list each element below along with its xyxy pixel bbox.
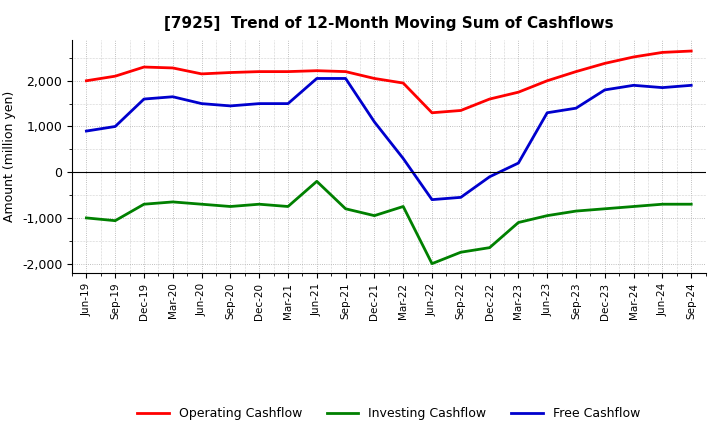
Operating Cashflow (399, 81, 408, 86)
Operating Cashflow (687, 48, 696, 54)
Free Cashflow (428, 197, 436, 202)
Operating Cashflow (255, 69, 264, 74)
Free Cashflow (687, 83, 696, 88)
Line: Operating Cashflow: Operating Cashflow (86, 51, 691, 113)
Operating Cashflow (543, 78, 552, 84)
Free Cashflow (658, 85, 667, 90)
Free Cashflow (312, 76, 321, 81)
Free Cashflow (168, 94, 177, 99)
Free Cashflow (370, 119, 379, 125)
Free Cashflow (341, 76, 350, 81)
Investing Cashflow (168, 199, 177, 205)
Free Cashflow (456, 195, 465, 200)
Legend: Operating Cashflow, Investing Cashflow, Free Cashflow: Operating Cashflow, Investing Cashflow, … (132, 402, 645, 425)
Free Cashflow (226, 103, 235, 109)
Investing Cashflow (543, 213, 552, 218)
Operating Cashflow (514, 90, 523, 95)
Investing Cashflow (255, 202, 264, 207)
Operating Cashflow (485, 96, 494, 102)
Operating Cashflow (600, 61, 609, 66)
Y-axis label: Amount (million yen): Amount (million yen) (4, 91, 17, 222)
Investing Cashflow (514, 220, 523, 225)
Operating Cashflow (572, 69, 580, 74)
Operating Cashflow (284, 69, 292, 74)
Free Cashflow (485, 174, 494, 180)
Operating Cashflow (111, 73, 120, 79)
Operating Cashflow (82, 78, 91, 84)
Free Cashflow (111, 124, 120, 129)
Operating Cashflow (456, 108, 465, 113)
Operating Cashflow (428, 110, 436, 115)
Investing Cashflow (197, 202, 206, 207)
Free Cashflow (629, 83, 638, 88)
Investing Cashflow (485, 245, 494, 250)
Investing Cashflow (572, 209, 580, 214)
Investing Cashflow (687, 202, 696, 207)
Free Cashflow (197, 101, 206, 106)
Free Cashflow (543, 110, 552, 115)
Investing Cashflow (341, 206, 350, 212)
Investing Cashflow (82, 215, 91, 220)
Title: [7925]  Trend of 12-Month Moving Sum of Cashflows: [7925] Trend of 12-Month Moving Sum of C… (164, 16, 613, 32)
Line: Investing Cashflow: Investing Cashflow (86, 181, 691, 264)
Free Cashflow (140, 96, 148, 102)
Investing Cashflow (370, 213, 379, 218)
Investing Cashflow (629, 204, 638, 209)
Operating Cashflow (226, 70, 235, 75)
Free Cashflow (572, 106, 580, 111)
Line: Free Cashflow: Free Cashflow (86, 78, 691, 200)
Operating Cashflow (341, 69, 350, 74)
Investing Cashflow (140, 202, 148, 207)
Investing Cashflow (226, 204, 235, 209)
Operating Cashflow (658, 50, 667, 55)
Investing Cashflow (658, 202, 667, 207)
Investing Cashflow (428, 261, 436, 266)
Investing Cashflow (111, 218, 120, 224)
Operating Cashflow (168, 65, 177, 70)
Operating Cashflow (312, 68, 321, 73)
Free Cashflow (514, 161, 523, 166)
Operating Cashflow (140, 64, 148, 70)
Investing Cashflow (600, 206, 609, 212)
Investing Cashflow (284, 204, 292, 209)
Investing Cashflow (312, 179, 321, 184)
Investing Cashflow (399, 204, 408, 209)
Free Cashflow (399, 156, 408, 161)
Free Cashflow (284, 101, 292, 106)
Free Cashflow (600, 87, 609, 92)
Operating Cashflow (629, 54, 638, 59)
Operating Cashflow (370, 76, 379, 81)
Free Cashflow (255, 101, 264, 106)
Operating Cashflow (197, 71, 206, 77)
Free Cashflow (82, 128, 91, 134)
Investing Cashflow (456, 249, 465, 255)
